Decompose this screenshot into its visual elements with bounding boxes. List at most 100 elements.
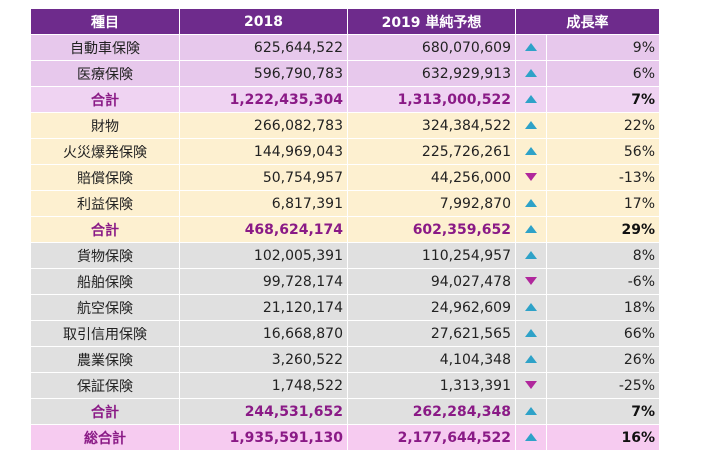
trend-cell xyxy=(515,242,547,269)
table-row: 貨物保険 102,005,391 110,254,957 8% xyxy=(30,242,660,269)
table-row: 医療保険 596,790,783 632,929,913 6% xyxy=(30,60,660,87)
value-2018-cell: 468,624,174 xyxy=(179,216,348,243)
up-arrow xyxy=(525,354,537,363)
trend-icon xyxy=(525,328,537,337)
value-2019-cell: 4,104,348 xyxy=(347,346,516,373)
value-2018-cell: 1,222,435,304 xyxy=(179,86,348,113)
trend-icon xyxy=(525,354,537,363)
trend-icon xyxy=(525,198,537,207)
value-2019-cell: 44,256,000 xyxy=(347,164,516,191)
table-row: 火災爆発保険 144,969,043 225,726,261 56% xyxy=(30,138,660,165)
growth-rate-cell: -6% xyxy=(546,268,660,295)
table-row: 合計 468,624,174 602,359,652 29% xyxy=(30,216,660,243)
trend-cell xyxy=(515,268,547,295)
trend-cell xyxy=(515,138,547,165)
table-body: 自動車保険 625,644,522 680,070,609 9% 医療保険 596,790… xyxy=(30,34,660,451)
value-2019-cell: 602,359,652 xyxy=(347,216,516,243)
value-2018-cell: 1,935,591,130 xyxy=(179,424,348,451)
trend-icon xyxy=(525,302,537,311)
value-2019-cell: 7,992,870 xyxy=(347,190,516,217)
value-2018-cell: 6,817,391 xyxy=(179,190,348,217)
category-cell: 保証保険 xyxy=(30,372,180,399)
growth-rate-cell: 56% xyxy=(546,138,660,165)
table-row: 財物 266,082,783 324,384,522 22% xyxy=(30,112,660,139)
value-2018-cell: 50,754,957 xyxy=(179,164,348,191)
up-arrow xyxy=(525,224,537,233)
up-arrow xyxy=(525,406,537,415)
value-2018-cell: 3,260,522 xyxy=(179,346,348,373)
trend-cell xyxy=(515,164,547,191)
trend-cell xyxy=(515,86,547,113)
table-row: 農業保険 3,260,522 4,104,348 26% xyxy=(30,346,660,373)
value-2018-cell: 16,668,870 xyxy=(179,320,348,347)
value-2019-cell: 1,313,000,522 xyxy=(347,86,516,113)
growth-rate-cell: 9% xyxy=(546,34,660,61)
table-row: 保証保険 1,748,522 1,313,391 -25% xyxy=(30,372,660,399)
value-2018-cell: 102,005,391 xyxy=(179,242,348,269)
trend-cell xyxy=(515,372,547,399)
category-cell: 取引信用保険 xyxy=(30,320,180,347)
header-cell: 種目 xyxy=(30,8,180,35)
trend-cell xyxy=(515,346,547,373)
value-2019-cell: 632,929,913 xyxy=(347,60,516,87)
trend-icon xyxy=(525,172,537,181)
value-2018-cell: 21,120,174 xyxy=(179,294,348,321)
value-2018-cell: 1,748,522 xyxy=(179,372,348,399)
trend-icon xyxy=(525,146,537,155)
growth-rate-cell: 18% xyxy=(546,294,660,321)
header-cell: 成長率 xyxy=(515,8,660,35)
trend-icon xyxy=(525,42,537,51)
category-cell: 賠償保険 xyxy=(30,164,180,191)
up-arrow xyxy=(525,42,537,51)
growth-rate-cell: -25% xyxy=(546,372,660,399)
header-row: 種目 2018 2019 単純予想 成長率 xyxy=(30,8,660,35)
trend-cell xyxy=(515,320,547,347)
value-2019-cell: 94,027,478 xyxy=(347,268,516,295)
category-cell: 船舶保険 xyxy=(30,268,180,295)
growth-rate-cell: 22% xyxy=(546,112,660,139)
growth-rate-cell: -13% xyxy=(546,164,660,191)
down-arrow xyxy=(525,276,537,285)
up-arrow xyxy=(525,328,537,337)
value-2019-cell: 262,284,348 xyxy=(347,398,516,425)
growth-rate-cell: 7% xyxy=(546,86,660,113)
trend-cell xyxy=(515,34,547,61)
header-cell: 2019 単純予想 xyxy=(347,8,516,35)
up-arrow xyxy=(525,302,537,311)
trend-cell xyxy=(515,294,547,321)
value-2019-cell: 225,726,261 xyxy=(347,138,516,165)
up-arrow xyxy=(525,198,537,207)
value-2019-cell: 680,070,609 xyxy=(347,34,516,61)
table-row: 航空保険 21,120,174 24,962,609 18% xyxy=(30,294,660,321)
trend-icon xyxy=(525,276,537,285)
table-row: 自動車保険 625,644,522 680,070,609 9% xyxy=(30,34,660,61)
trend-icon xyxy=(525,406,537,415)
category-cell: 火災爆発保険 xyxy=(30,138,180,165)
table-row: 合計 244,531,652 262,284,348 7% xyxy=(30,398,660,425)
up-arrow xyxy=(525,120,537,129)
trend-icon xyxy=(525,250,537,259)
trend-icon xyxy=(525,432,537,441)
growth-rate-cell: 66% xyxy=(546,320,660,347)
value-2019-cell: 27,621,565 xyxy=(347,320,516,347)
table-row: 賠償保険 50,754,957 44,256,000 -13% xyxy=(30,164,660,191)
value-2019-cell: 110,254,957 xyxy=(347,242,516,269)
up-arrow xyxy=(525,146,537,155)
table-row: 合計 1,222,435,304 1,313,000,522 7% xyxy=(30,86,660,113)
growth-rate-cell: 16% xyxy=(546,424,660,451)
value-2018-cell: 244,531,652 xyxy=(179,398,348,425)
table-row: 利益保険 6,817,391 7,992,870 17% xyxy=(30,190,660,217)
growth-rate-cell: 29% xyxy=(546,216,660,243)
category-cell: 合計 xyxy=(30,398,180,425)
insurance-table: 種目 2018 2019 単純予想 成長率 自動車保険 625,644,522 68… xyxy=(30,8,660,451)
trend-cell xyxy=(515,398,547,425)
trend-icon xyxy=(525,68,537,77)
trend-icon xyxy=(525,380,537,389)
header-cell: 2018 xyxy=(179,8,348,35)
value-2019-cell: 2,177,644,522 xyxy=(347,424,516,451)
category-cell: 自動車保険 xyxy=(30,34,180,61)
up-arrow xyxy=(525,94,537,103)
growth-rate-cell: 17% xyxy=(546,190,660,217)
category-cell: 合計 xyxy=(30,86,180,113)
